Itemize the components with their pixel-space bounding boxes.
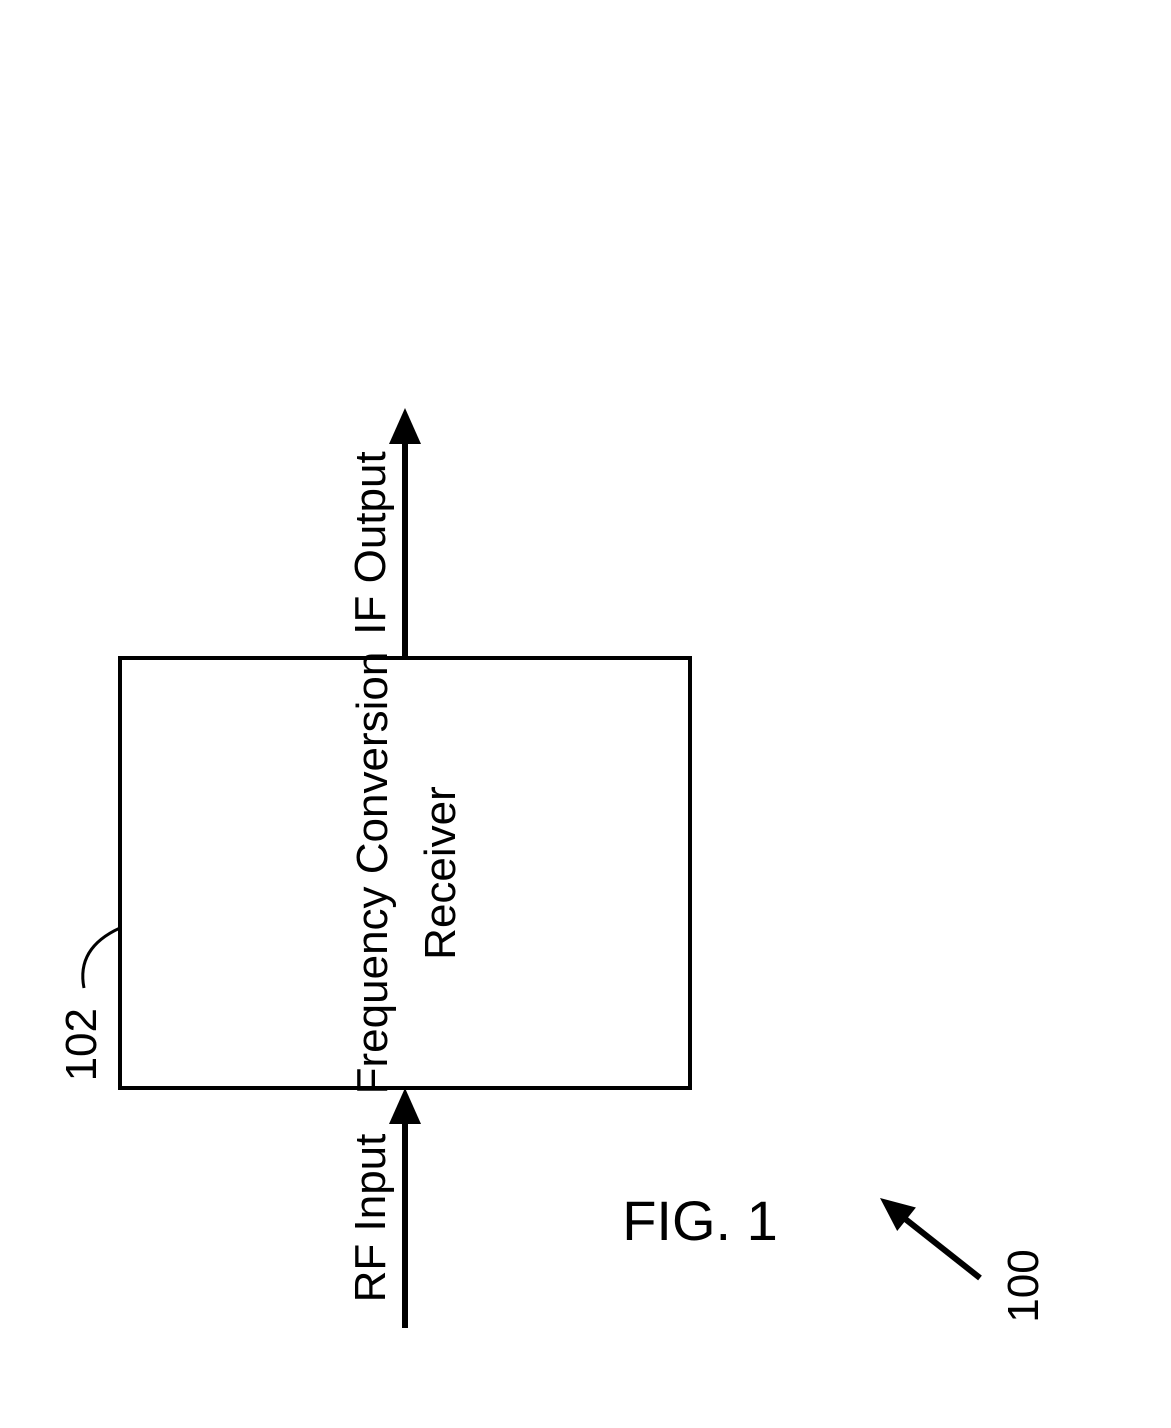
svg-text:IF Output: IF Output: [346, 451, 395, 634]
svg-text:Receiver: Receiver: [416, 786, 465, 960]
diagram-svg: Frequency Conversion Receiver 102 RF Input I…: [0, 0, 1171, 1428]
figure-page: Frequency Conversion Receiver 102 RF Input I…: [0, 0, 1171, 1428]
svg-text:Frequency Conversion: Frequency Conversion: [348, 652, 397, 1095]
svg-text:FIG. 1: FIG. 1: [622, 1189, 778, 1252]
svg-text:RF Input: RF Input: [346, 1134, 395, 1303]
svg-text:100: 100: [999, 1249, 1048, 1322]
svg-text:102: 102: [57, 1008, 106, 1081]
